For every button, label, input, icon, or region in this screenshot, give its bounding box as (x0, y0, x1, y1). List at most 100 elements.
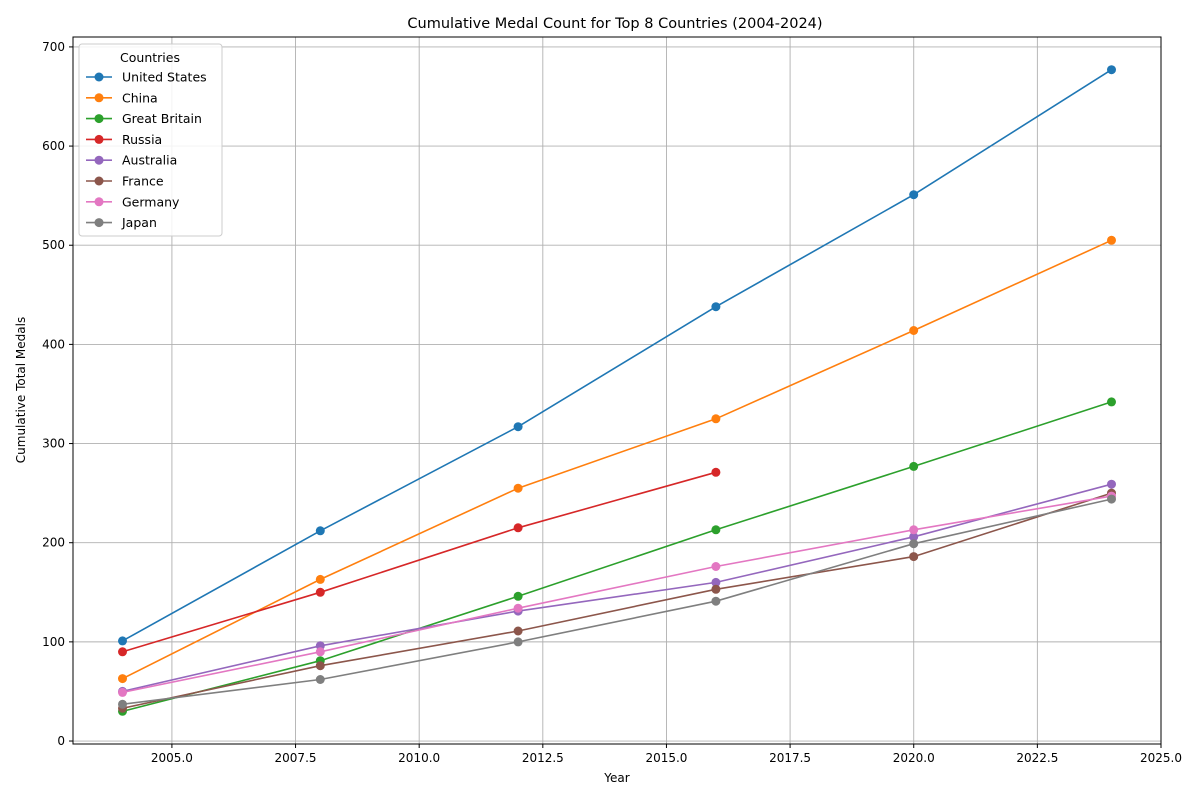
x-tick-label: 2012.5 (522, 751, 564, 765)
data-point-great-britain (1107, 397, 1116, 407)
legend-marker-swatch (94, 134, 104, 144)
data-point-united-states (711, 302, 721, 312)
series-line-russia (122, 471, 717, 653)
legend-marker-swatch (94, 218, 104, 228)
legend-label: China (122, 90, 158, 105)
data-point-united-states (909, 190, 919, 200)
data-point-united-states (1107, 65, 1116, 75)
legend-item-china: China (86, 90, 158, 105)
x-tick-label: 2005.0 (151, 751, 193, 765)
legend-title: Countries (120, 50, 180, 65)
legend-label: Russia (122, 132, 162, 147)
data-point-great-britain (711, 525, 721, 535)
x-axis-label: Year (603, 771, 629, 785)
legend-label: Australia (122, 153, 177, 168)
series-group (118, 65, 1116, 716)
data-point-united-states (315, 526, 325, 536)
series-russia (118, 467, 721, 657)
legend-marker-swatch (94, 114, 104, 124)
data-point-great-britain (513, 591, 523, 601)
series-line-germany (122, 495, 1112, 694)
data-point-japan (118, 699, 127, 709)
legend-item-great-britain: Great Britain (86, 111, 202, 126)
legend-item-france: France (86, 174, 164, 189)
legend-marker-swatch (94, 72, 104, 82)
series-great-britain (118, 397, 1116, 716)
data-point-russia (711, 467, 721, 477)
data-point-russia (513, 523, 523, 533)
y-tick-label: 0 (57, 734, 65, 748)
series-line-united-states (122, 69, 1112, 642)
chart-title: Cumulative Medal Count for Top 8 Countri… (407, 16, 822, 32)
legend-label: Germany (122, 194, 180, 209)
data-point-france (909, 552, 919, 562)
legend-label: Great Britain (122, 111, 202, 126)
legend-item-germany: Germany (86, 194, 180, 209)
data-point-japan (513, 637, 523, 647)
data-point-germany (118, 687, 127, 697)
data-point-united-states (513, 422, 523, 432)
data-point-china (909, 326, 919, 335)
legend-item-russia: Russia (86, 132, 162, 147)
legend-item-united-states: United States (86, 70, 207, 85)
data-point-australia (1107, 479, 1116, 489)
data-point-germany (909, 525, 919, 535)
x-tick-label: 2025.0 (1140, 751, 1182, 765)
series-united-states (118, 65, 1116, 646)
y-tick-label: 500 (42, 238, 65, 252)
data-point-france (315, 661, 325, 671)
series-japan (118, 494, 1116, 709)
data-point-france (711, 584, 721, 594)
data-point-japan (909, 539, 919, 549)
axis-ticks: 2005.0 2007.5 2010.0 2012.5 2015.0 2017.5 2020… (42, 40, 1182, 765)
legend-item-japan: Japan (86, 215, 157, 230)
data-point-china (1107, 235, 1116, 245)
y-tick-label: 100 (42, 635, 65, 649)
data-point-japan (1107, 494, 1116, 504)
data-point-united-states (118, 636, 127, 646)
series-line-australia (122, 483, 1112, 693)
data-point-russia (315, 587, 325, 597)
series-line-great-britain (122, 401, 1112, 713)
series-line-france (122, 492, 1112, 710)
legend-item-australia: Australia (86, 153, 177, 168)
data-point-germany (315, 647, 325, 657)
data-point-germany (513, 603, 523, 613)
x-tick-label: 2022.5 (1016, 751, 1058, 765)
legend-items: United States China Great Britain Russia Aus… (86, 70, 207, 230)
y-axis-label: Cumulative Total Medals (14, 317, 28, 463)
x-tick-label: 2020.0 (893, 751, 935, 765)
legend-label: Japan (121, 215, 157, 230)
data-point-great-britain (909, 461, 919, 471)
series-line-china (122, 239, 1112, 680)
plot-area-frame (72, 36, 1162, 745)
legend-marker-swatch (94, 93, 104, 103)
legend-marker-swatch (94, 176, 104, 186)
legend-marker-swatch (94, 155, 104, 165)
x-tick-label: 2007.5 (275, 751, 317, 765)
y-tick-label: 300 (42, 437, 65, 451)
legend-box (78, 43, 223, 237)
legend-label: United States (122, 70, 207, 85)
data-point-china (118, 674, 127, 684)
x-tick-label: 2010.0 (398, 751, 440, 765)
y-tick-label: 600 (42, 139, 65, 153)
y-tick-label: 400 (42, 337, 65, 351)
data-point-germany (711, 562, 721, 571)
series-china (118, 235, 1116, 684)
legend-label: France (122, 174, 164, 189)
x-tick-label: 2015.0 (645, 751, 687, 765)
data-point-russia (118, 647, 127, 657)
data-point-japan (315, 675, 325, 684)
y-tick-label: 700 (42, 40, 65, 54)
data-point-china (315, 574, 325, 584)
legend-marker-swatch (94, 197, 104, 207)
x-tick-label: 2017.5 (769, 751, 811, 765)
data-point-australia (909, 532, 919, 542)
data-point-china (513, 483, 523, 493)
y-tick-label: 200 (42, 536, 65, 550)
data-point-australia (711, 577, 721, 587)
data-point-china (711, 414, 721, 424)
